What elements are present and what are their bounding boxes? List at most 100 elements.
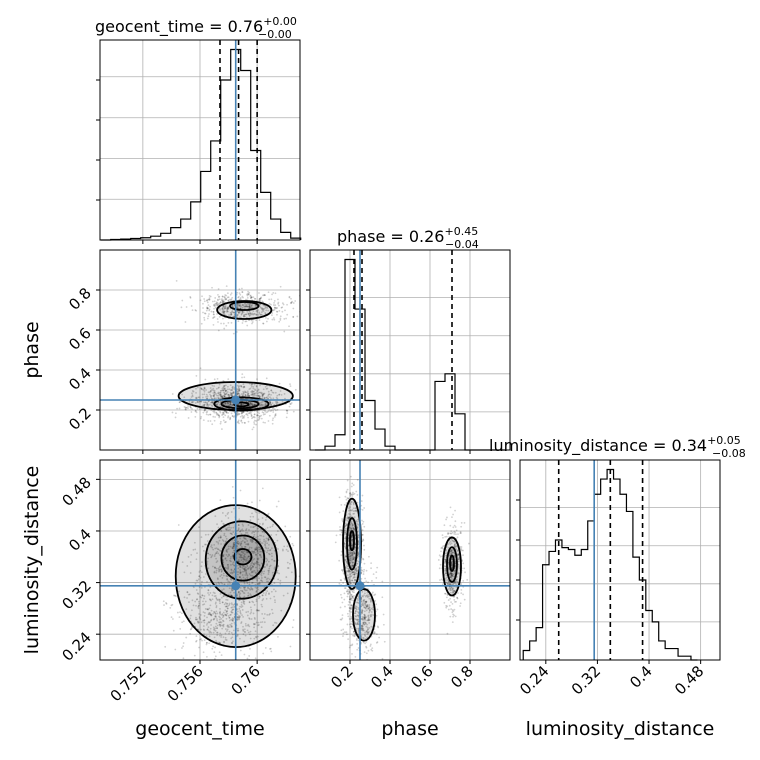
panel-geocent_time-vs-luminosity_distance-point <box>222 620 225 623</box>
panel-phase-vs-luminosity_distance-point <box>364 635 367 637</box>
panel-geocent_time-vs-phase-point <box>252 426 255 429</box>
panel-geocent_time-vs-phase-point <box>222 386 224 389</box>
panel-geocent_time-vs-luminosity_distance-point <box>209 586 212 589</box>
panel-geocent_time-vs-luminosity_distance-point <box>188 601 190 604</box>
panel-phase-vs-luminosity_distance-point <box>444 562 447 564</box>
panel-geocent_time-vs-luminosity_distance-point <box>209 613 212 616</box>
panel-geocent_time-vs-luminosity_distance-point <box>224 557 227 560</box>
panel-geocent_time-vs-phase-point <box>215 387 218 390</box>
panel-geocent_time-vs-phase-point <box>221 414 223 417</box>
panel-phase-vs-luminosity_distance-point <box>453 599 456 601</box>
panel-geocent_time-vs-phase-point <box>243 391 246 394</box>
panel-geocent_time-vs-phase-point <box>236 393 239 396</box>
panel-geocent_time-vs-phase-point <box>213 406 216 409</box>
panel-phase-vs-luminosity_distance-point <box>367 581 369 584</box>
panel-geocent_time-vs-phase-point <box>219 411 222 414</box>
panel-phase-vs-luminosity_distance-point <box>352 550 355 553</box>
panel-geocent_time-vs-phase-point <box>294 388 297 391</box>
panel-geocent_time-vs-phase-point <box>230 393 233 396</box>
panel-geocent_time-vs-luminosity_distance-point <box>238 595 241 597</box>
panel-geocent_time-vs-luminosity_distance-point <box>241 609 244 611</box>
panel-phase-vs-luminosity_distance-point <box>452 583 454 586</box>
panel-geocent_time-vs-phase-point <box>203 319 206 321</box>
panel-phase-vs-luminosity_distance-point <box>351 551 354 554</box>
panel-geocent_time-vs-luminosity_distance-point <box>224 514 227 517</box>
panel-geocent_time-vs-luminosity_distance-point <box>255 635 257 638</box>
panel-phase-vs-luminosity_distance-point <box>356 501 359 504</box>
panel-geocent_time-vs-luminosity_distance-point <box>287 567 290 569</box>
panel-phase-vs-luminosity_distance-point <box>368 595 371 597</box>
panel-phase-vs-luminosity_distance-point <box>367 631 370 634</box>
panel-geocent_time-vs-phase-point <box>250 383 253 385</box>
panel-geocent_time-vs-phase-point <box>261 300 264 303</box>
panel-phase-vs-luminosity_distance-point <box>353 569 356 571</box>
panel-geocent_time-vs-phase-point <box>239 307 242 310</box>
panel-geocent_time-vs-luminosity_distance-point <box>244 556 247 558</box>
panel-geocent_time-vs-phase-point <box>254 389 257 392</box>
panel-phase-vs-luminosity_distance-point <box>351 536 353 539</box>
panel-geocent_time-vs-luminosity_distance-point <box>255 553 257 556</box>
panel-phase-vs-luminosity_distance-point <box>352 589 355 592</box>
panel-geocent_time-vs-luminosity_distance-point <box>261 613 264 615</box>
panel-geocent_time-vs-luminosity_distance-point <box>222 540 225 542</box>
panel-geocent_time-vs-phase-point <box>244 394 247 397</box>
panel-phase-vs-luminosity_distance-point <box>450 576 453 579</box>
panel-geocent_time-vs-phase-point <box>219 389 222 392</box>
panel-geocent_time-vs-phase-point <box>241 417 244 420</box>
panel-geocent_time-vs-luminosity_distance-point <box>228 526 230 529</box>
panel-geocent_time-vs-luminosity_distance-point <box>196 552 198 555</box>
panel-geocent_time-vs-phase-point <box>262 308 265 311</box>
panel-geocent_time-vs-luminosity_distance-point <box>240 559 243 562</box>
panel-geocent_time-vs-luminosity_distance-point <box>209 621 211 624</box>
panel-geocent_time-vs-luminosity_distance-point <box>228 604 231 606</box>
panel-geocent_time-vs-phase-point <box>275 310 278 313</box>
panel-geocent_time-vs-luminosity_distance-point <box>239 592 242 595</box>
panel-geocent_time-vs-luminosity_distance-point <box>281 548 284 551</box>
panel-phase-vs-luminosity_distance-point <box>341 519 344 522</box>
panel-geocent_time-vs-phase-point <box>258 409 261 412</box>
panel-geocent_time-vs-luminosity_distance-point <box>232 541 235 544</box>
panel-geocent_time-vs-luminosity_distance-point <box>205 643 208 646</box>
panel-geocent_time-vs-luminosity_distance-point <box>247 567 249 570</box>
panel-geocent_time-vs-phase-point <box>229 298 231 301</box>
panel-phase-vs-luminosity_distance-point <box>347 497 350 500</box>
panel-geocent_time-vs-luminosity_distance-point <box>249 574 252 577</box>
panel-geocent_time-vs-phase-point <box>238 412 240 415</box>
panel-phase-vs-luminosity_distance-point <box>457 560 460 563</box>
panel-geocent_time-vs-phase-point <box>250 410 253 413</box>
panel-phase-vs-luminosity_distance-point <box>352 526 355 529</box>
panel-phase-vs-luminosity_distance-point <box>375 603 378 606</box>
panel-geocent_time-vs-phase-point <box>242 386 245 389</box>
panel-geocent_time-vs-phase-point <box>269 401 272 403</box>
panel-geocent_time-vs-phase-point <box>264 410 267 413</box>
panel-phase-vs-luminosity_distance-point <box>441 534 444 537</box>
panel-geocent_time-vs-phase-point <box>229 293 232 296</box>
panel-geocent_time-vs-luminosity_distance-point <box>241 614 243 617</box>
panel-geocent_time-vs-luminosity_distance-point <box>238 530 241 533</box>
panel-phase-vs-luminosity_distance-point <box>365 640 368 643</box>
panel-geocent_time-vs-phase-point <box>202 401 205 404</box>
panel-phase-vs-luminosity_distance-point <box>345 560 348 563</box>
panel-geocent_time-vs-phase-point <box>252 393 255 395</box>
panel-geocent_time-vs-luminosity_distance-point <box>232 608 235 611</box>
panel-phase-vs-luminosity_distance-point <box>371 647 374 649</box>
panel-geocent_time-vs-luminosity_distance-point <box>239 543 242 546</box>
panel-phase-vs-luminosity_distance-point <box>350 594 353 596</box>
panel-geocent_time-vs-luminosity_distance-point <box>241 556 244 559</box>
panel-geocent_time-vs-phase-point <box>272 409 274 412</box>
panel-phase-vs-luminosity_distance-point <box>365 625 368 628</box>
panel-phase-vs-luminosity_distance-point <box>350 509 353 512</box>
panel-geocent_time-vs-phase-point <box>203 404 206 406</box>
panel-geocent_time-vs-luminosity_distance-point <box>286 592 289 595</box>
panel-phase-vs-luminosity_distance-point <box>366 591 369 594</box>
panel-geocent_time-vs-luminosity_distance-point <box>256 550 259 552</box>
panel-geocent_time-vs-phase-point <box>236 411 239 414</box>
panel-geocent_time-vs-luminosity_distance-point <box>254 525 257 528</box>
panel-geocent_time-vs-luminosity_distance-point <box>243 555 245 558</box>
panel-geocent_time-vs-luminosity_distance-point <box>220 621 223 624</box>
panel-geocent_time-vs-luminosity_distance-point <box>198 575 201 578</box>
panel-geocent_time-vs-luminosity_distance-point <box>228 554 231 557</box>
panel-geocent_time-vs-luminosity_distance-point <box>264 543 266 546</box>
panel-geocent_time-vs-phase-point <box>211 405 214 407</box>
panel-phase-vs-luminosity_distance-point <box>455 583 458 585</box>
